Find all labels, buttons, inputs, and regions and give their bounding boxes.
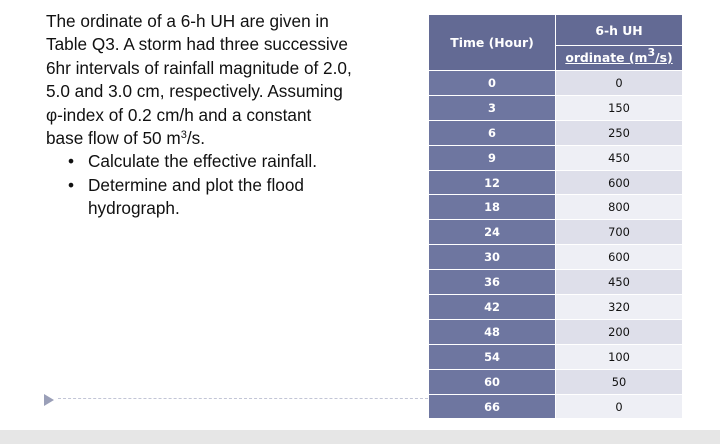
time-cell: 18 [428,194,556,221]
time-cell: 6 [428,119,556,146]
table-row: 42 320 [428,294,683,320]
ordinate-cell: 450 [555,269,683,296]
table-row: 54 100 [428,343,683,370]
problem-line: φ-index of 0.2 cm/h and a constant [46,104,312,125]
table-row: 3 150 [428,94,683,121]
table-row: 66 0 [428,393,683,420]
bullet-icon: • [67,174,75,195]
viewer-bottom-strip [0,430,720,444]
ordinate-header-bottom: ordinate (m3/s) [556,46,682,70]
bullet-continuation: hydrograph. [46,197,416,220]
ordinate-cell: 320 [555,294,683,320]
table-row: 24 700 [428,219,683,246]
time-cell: 3 [428,94,556,121]
ordinate-header-exponent: 3 [647,46,656,59]
baseflow-text: base flow of 50 m [46,128,181,149]
table-row: 48 200 [428,318,683,345]
ordinate-cell: 50 [555,368,683,395]
ordinate-cell: 100 [555,343,683,370]
problem-line: 6hr intervals of rainfall magnitude of 2… [46,57,352,78]
ordinate-header-top: 6-h UH [556,15,682,46]
slide-divider [58,398,428,399]
ordinate-header-text: ordinate (m [565,50,648,65]
time-cell: 42 [428,294,556,320]
table-row: 30 600 [428,244,683,271]
time-cell: 66 [428,393,556,420]
ordinate-cell: 450 [555,144,683,171]
bullet-icon: • [67,151,75,172]
time-cell: 9 [428,144,556,171]
ordinate-cell: 250 [555,119,683,146]
ordinate-cell: 150 [555,94,683,121]
time-cell: 24 [428,219,556,246]
ordinate-column-header: 6-h UH ordinate (m3/s) [555,14,683,71]
table-row: 18 800 [428,194,683,221]
problem-statement: The ordinate of a 6-h UH are given in Ta… [46,10,416,221]
slide: The ordinate of a 6-h UH are given in Ta… [0,0,720,430]
ordinate-cell: 700 [555,219,683,246]
time-cell: 48 [428,318,556,345]
time-cell: 54 [428,343,556,370]
table-row: 6 250 [428,119,683,146]
ordinate-cell: 800 [555,194,683,221]
ordinate-cell: 200 [555,318,683,345]
problem-line: The ordinate of a 6-h UH are given in [46,11,329,31]
problem-line: Table Q3. A storm had three successive [46,34,348,55]
ordinate-cell: 600 [555,244,683,271]
ordinate-cell: 600 [555,169,683,196]
ordinate-cell: 0 [555,393,683,420]
problem-line-baseflow: base flow of 50 m3/s. [46,127,416,150]
time-cell: 36 [428,269,556,296]
bullet-text: Determine and plot the flood [88,174,304,195]
time-cell: 0 [428,70,556,96]
ordinate-header-unit: /s) [655,50,673,65]
time-cell: 30 [428,244,556,271]
time-cell: 12 [428,169,556,196]
bullet-text: Calculate the effective rainfall. [88,151,317,172]
ordinate-cell: 0 [555,70,683,96]
table-row: 9 450 [428,144,683,171]
unit-exponent: 3 [180,129,187,142]
table-row: 12 600 [428,169,683,196]
problem-line: 5.0 and 3.0 cm, respectively. Assuming [46,81,343,102]
bullet-item-effective-rainfall: • Calculate the effective rainfall. [46,150,416,173]
table-row: 60 50 [428,368,683,395]
play-arrow-icon[interactable] [44,394,54,406]
bullet-item-flood-hydrograph: • Determine and plot the flood [46,174,416,197]
bullet-text: hydrograph. [88,198,180,219]
baseflow-unit: /s. [186,128,205,149]
table-row: 36 450 [428,269,683,296]
time-column-header: Time (Hour) [428,14,556,71]
time-cell: 60 [428,368,556,395]
table-header-row: Time (Hour) 6-h UH ordinate (m3/s) [428,14,683,71]
